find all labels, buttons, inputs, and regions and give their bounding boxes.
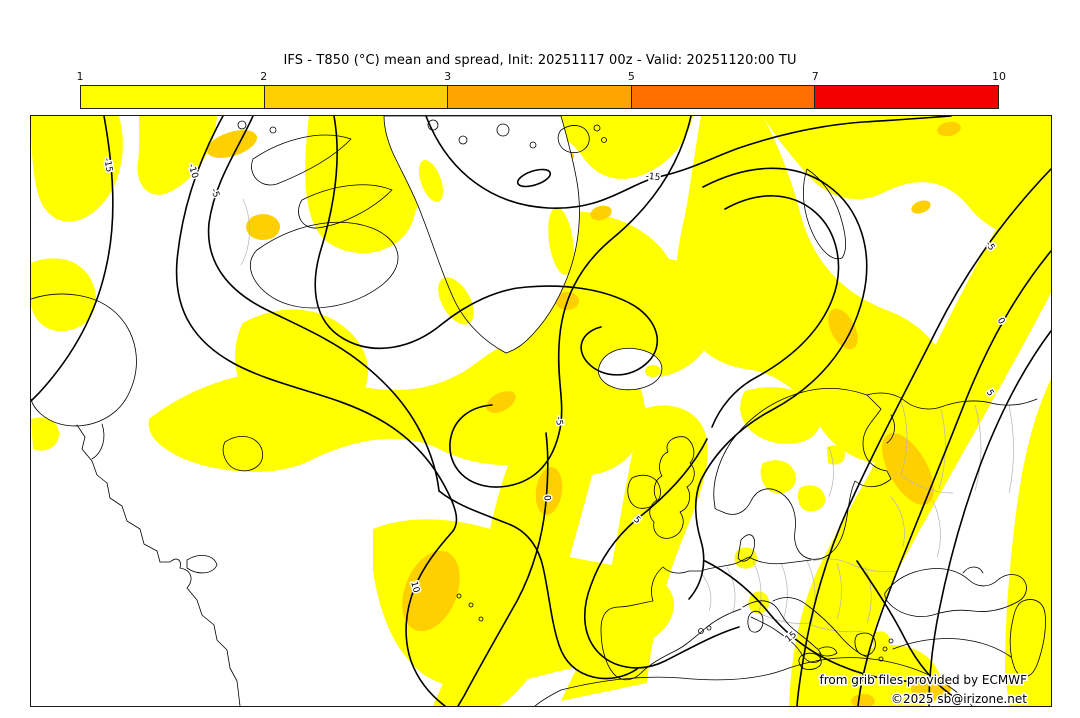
color-scale-segment-1-2 bbox=[81, 86, 265, 108]
color-scale-segment-7-10 bbox=[815, 86, 998, 108]
contour-label-10: 10 bbox=[408, 580, 421, 594]
contour-label--5: -5 bbox=[553, 416, 564, 426]
color-scale-segment-5-7 bbox=[631, 86, 816, 108]
color-scale-tick-1: 1 bbox=[76, 70, 84, 83]
color-scale-bar bbox=[80, 85, 999, 109]
color-scale-tick-5: 5 bbox=[627, 70, 635, 83]
temperature-contours bbox=[31, 116, 1051, 706]
color-scale-tick-7: 7 bbox=[811, 70, 819, 83]
color-scale-tick-3: 3 bbox=[444, 70, 452, 83]
attribution-copyright: ©2025 sb@irizone.net bbox=[891, 692, 1027, 706]
attribution-source: from grib files provided by ECMWF bbox=[819, 673, 1027, 687]
color-scale-segment-3-5 bbox=[448, 86, 632, 108]
contour-label-0: 0 bbox=[541, 495, 551, 502]
spread-color-scale: 1 2 3 5 7 10 bbox=[76, 70, 1007, 109]
contour-label--5: -5 bbox=[208, 187, 221, 199]
country-borders bbox=[240, 198, 1014, 633]
iceland-landmass bbox=[598, 347, 663, 391]
contour-label--15: -15 bbox=[101, 157, 113, 173]
contour-label--15: -15 bbox=[645, 172, 661, 183]
spread-shading-mid bbox=[206, 121, 961, 706]
map-title: IFS - T850 (°C) mean and spread, Init: 2… bbox=[283, 53, 797, 68]
greenland-landmass bbox=[383, 116, 580, 354]
color-scale-tick-labels: 1 2 3 5 7 10 bbox=[76, 70, 1007, 85]
coastlines bbox=[31, 119, 1046, 706]
color-scale-segment-2-3 bbox=[264, 86, 449, 108]
color-scale-tick-10: 10 bbox=[992, 70, 1006, 83]
map-frame: -15 -10 -5 -15 -5 0 5 -5 0 5 10 15 from grib files … bbox=[30, 115, 1052, 707]
color-scale-tick-2: 2 bbox=[260, 70, 268, 83]
